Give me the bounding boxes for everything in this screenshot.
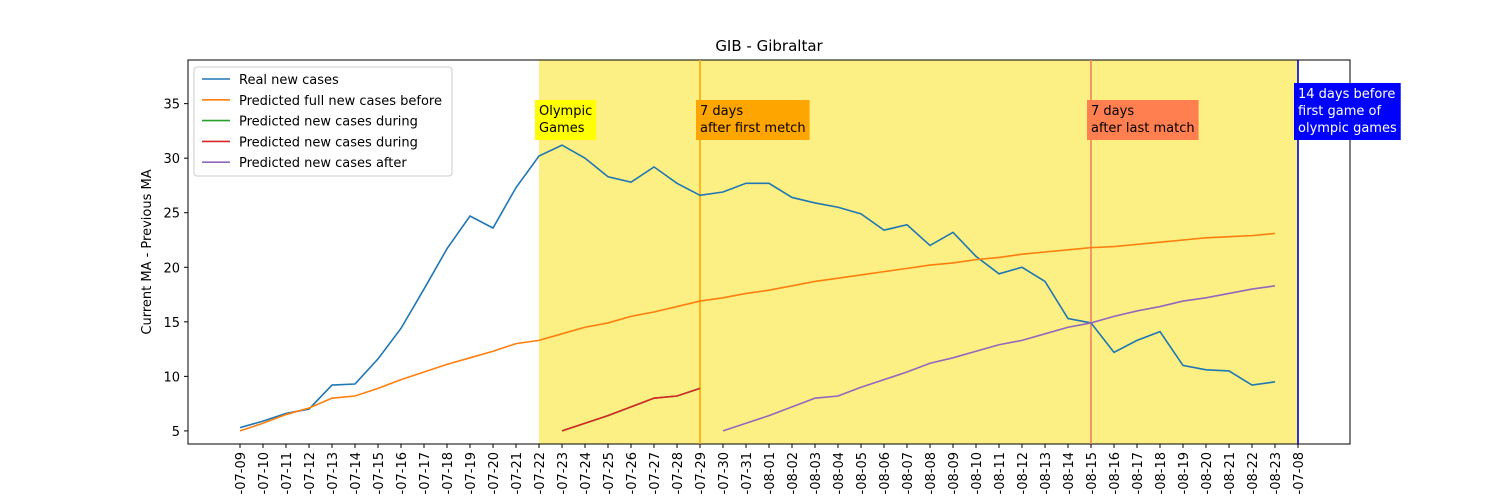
x-tick-label: -08-03 — [809, 452, 824, 494]
y-tick-label: 35 — [163, 98, 180, 113]
x-tick-label: -08-05 — [855, 452, 870, 494]
x-tick-label: -07-09 — [234, 452, 249, 494]
x-tick-label: -07-24 — [579, 452, 594, 494]
x-tick-label: -07-12 — [303, 452, 318, 494]
legend-label: Predicted full new cases before — [239, 94, 442, 109]
chart-title: GIB - Gibraltar — [715, 37, 823, 55]
x-tick-label: -07-18 — [441, 452, 456, 494]
series-line — [239, 232, 1276, 432]
legend-box — [193, 66, 453, 177]
legend-label: Predicted new cases during — [239, 135, 418, 150]
x-tick-label: -08-07 — [901, 452, 916, 494]
legend: Real new cases Predicted full new cases b… — [193, 66, 453, 177]
x-tick-label: -07-26 — [625, 452, 640, 494]
annotation-text: 7 days — [1091, 104, 1134, 119]
x-tick-label: -07-13 — [326, 452, 341, 494]
annotation-text: Olympic — [539, 104, 592, 119]
y-tick-label: 20 — [163, 261, 180, 276]
x-tick-label: -07-28 — [671, 452, 686, 494]
annotation-text: Games — [539, 121, 585, 136]
x-tick-label: -08-22 — [1246, 452, 1261, 494]
y-tick-label: 10 — [163, 370, 180, 385]
x-tick-label: -07-19 — [464, 452, 479, 494]
x-tick-label: -08-19 — [1177, 452, 1192, 494]
legend-label: Predicted new cases during — [239, 115, 418, 130]
x-tick-label: -08-13 — [1039, 452, 1054, 494]
x-tick-label: -08-14 — [1062, 452, 1077, 494]
x-tick-label: -08-06 — [878, 452, 893, 494]
x-tick-label: -07-17 — [418, 452, 433, 494]
y-tick-label: 15 — [163, 316, 180, 331]
x-tick-label: -07-11 — [280, 452, 295, 494]
x-tick-label: -07-21 — [510, 452, 525, 494]
annotation-box — [1294, 83, 1401, 140]
x-tick-label: -07-16 — [395, 452, 410, 494]
x-tick-label: -07-23 — [556, 452, 571, 494]
series-line — [239, 144, 1276, 429]
x-tick-label: -08-16 — [1108, 452, 1123, 494]
x-tick-label: -08-09 — [947, 452, 962, 494]
annotation: 14 days before first game of olympic games — [1294, 83, 1401, 140]
x-tick-label: -07-22 — [533, 452, 548, 494]
y-tick-label: 5 — [172, 425, 180, 440]
x-tick-label: -08-15 — [1085, 452, 1100, 494]
x-tick-label: -07-29 — [694, 452, 709, 494]
annotation-box — [1087, 100, 1199, 140]
x-tick-label: -07-08 — [1292, 452, 1307, 494]
annotation: 7 days after last match — [1087, 100, 1199, 140]
x-tick-label: -07-31 — [740, 452, 755, 494]
x-tick-label: -08-11 — [993, 452, 1008, 494]
x-tick-label: -08-04 — [832, 452, 847, 494]
legend-label: Predicted new cases after — [239, 156, 407, 171]
y-axis-label: Current MA - Previous MA — [140, 169, 155, 334]
annotation-text: first game of — [1298, 104, 1382, 119]
x-tick-label: -08-08 — [924, 452, 939, 494]
annotation: 7 days after first metch — [696, 100, 810, 140]
annotation-box — [696, 100, 810, 140]
y-tick-label: 30 — [163, 152, 180, 167]
y-tick-label: 25 — [163, 207, 180, 222]
x-tick-label: -08-18 — [1154, 452, 1169, 494]
annotation-text: after last match — [1091, 121, 1195, 136]
annotation: Olympic Games — [535, 100, 597, 140]
annotation-text: olympic games — [1298, 121, 1397, 136]
x-tick-label: -07-15 — [372, 452, 387, 494]
x-tick-label: -07-20 — [487, 452, 502, 494]
x-tick-label: -08-12 — [1016, 452, 1031, 494]
x-tick-label: -07-30 — [717, 452, 732, 494]
annotation-box — [535, 100, 597, 140]
x-tick-label: -08-10 — [970, 452, 985, 494]
x-tick-label: -08-02 — [786, 452, 801, 494]
series-line — [722, 285, 1276, 432]
x-tick-label: -08-21 — [1223, 452, 1238, 494]
x-tick-label: -08-01 — [763, 452, 778, 494]
legend-label: Real new cases — [239, 73, 339, 88]
x-tick-label: -07-27 — [648, 452, 663, 494]
x-tick-label: -08-20 — [1200, 452, 1215, 494]
x-tick-label: -07-10 — [257, 452, 272, 494]
x-tick-label: -07-25 — [602, 452, 617, 494]
annotation-text: 14 days before — [1298, 87, 1395, 102]
series-line — [561, 387, 701, 432]
annotation-text: after first metch — [700, 121, 806, 136]
x-tick-label: -07-14 — [349, 452, 364, 494]
annotation-text: 7 days — [700, 104, 743, 119]
x-tick-label: -08-17 — [1131, 452, 1146, 494]
x-tick-label: -08-23 — [1269, 452, 1284, 494]
